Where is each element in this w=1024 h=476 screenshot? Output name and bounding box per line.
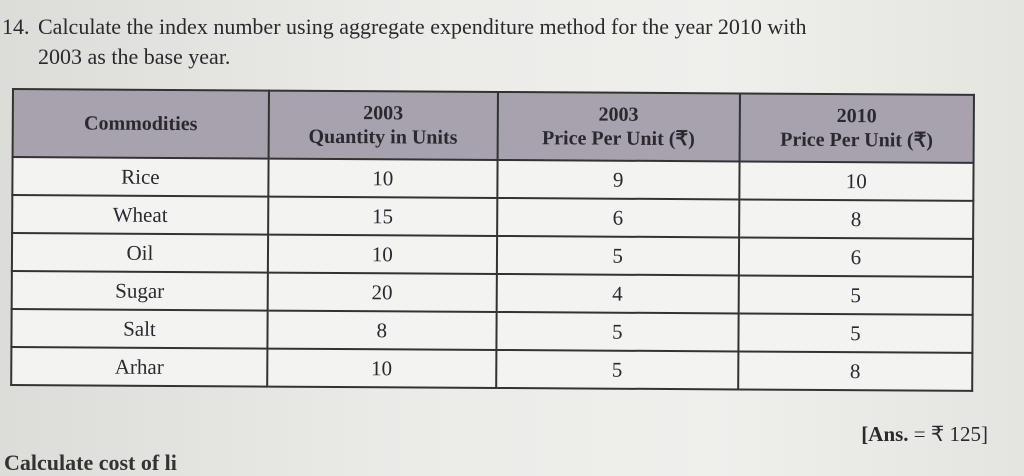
table-cell: 5 — [495, 349, 739, 390]
table-cell: 10 — [267, 234, 497, 274]
table-row: Sugar 20 4 5 — [11, 271, 973, 315]
table-row: Rice 10 9 10 — [12, 157, 974, 201]
table-cell: 8 — [267, 310, 497, 350]
table-row: Oil 10 5 6 — [11, 233, 974, 277]
table-cell: 5 — [738, 275, 973, 315]
table-row: Salt 8 5 5 — [11, 309, 973, 353]
table-cell: 20 — [267, 272, 497, 312]
table-cell: 6 — [738, 237, 974, 277]
header-line1: 2003 — [363, 102, 404, 125]
commodity-table: Commodities 2003 Quantity in Units 2003 Pric… — [10, 88, 975, 392]
table-cell: 4 — [496, 273, 739, 314]
header-line1: 2010 — [836, 105, 877, 128]
table-cell: 10 — [268, 158, 498, 198]
table-cell: 9 — [497, 159, 740, 200]
table-cell: 15 — [268, 196, 498, 236]
answer-label: [Ans. — [861, 422, 909, 446]
column-header: 2003 Quantity in Units — [268, 90, 498, 160]
header-line2: Price Per Unit (₹) — [541, 127, 695, 151]
table-cell: Rice — [12, 157, 269, 197]
table-cell: 5 — [496, 235, 739, 276]
header-line1: 2003 — [598, 103, 639, 126]
table-cell: 6 — [496, 197, 740, 238]
answer-value: = ₹ 125] — [913, 422, 988, 446]
column-header: 2003 Price Per Unit (₹) — [497, 91, 740, 162]
column-header: Commodities — [12, 89, 269, 159]
table-cell: Salt — [11, 309, 268, 349]
column-header: 2010 Price Per Unit (₹) — [739, 93, 974, 163]
table-row: Arhar 10 5 8 — [11, 347, 973, 391]
table-row: Wheat 15 6 8 — [12, 195, 974, 239]
next-question-partial: Calculate cost of li — [4, 450, 177, 475]
table-cell: 5 — [496, 311, 739, 352]
table-cell: Arhar — [11, 347, 268, 387]
question: 14. Calculate the index number using aggr… — [2, 12, 1002, 72]
table-cell: 10 — [267, 348, 497, 388]
header-line1: Commodities — [83, 112, 198, 136]
question-text-line2: 2003 as the base year. — [38, 44, 231, 69]
table-cell: 10 — [739, 161, 974, 201]
table-header-row: Commodities 2003 Quantity in Units 2003 Pric… — [12, 89, 974, 163]
answer: [Ans. = ₹ 125] — [861, 422, 988, 447]
header-line2: Quantity in Units — [308, 125, 458, 149]
table-cell: Wheat — [12, 195, 269, 235]
table-cell: 8 — [737, 351, 973, 391]
table-cell: 5 — [738, 313, 973, 353]
table-cell: Sugar — [11, 271, 268, 311]
table-cell: 8 — [738, 199, 974, 239]
header-line2: Price Per Unit (₹) — [780, 128, 934, 152]
question-number: 14. — [2, 14, 30, 39]
question-text-line1: Calculate the index number using aggrega… — [38, 14, 807, 39]
table-cell: Oil — [11, 233, 269, 273]
